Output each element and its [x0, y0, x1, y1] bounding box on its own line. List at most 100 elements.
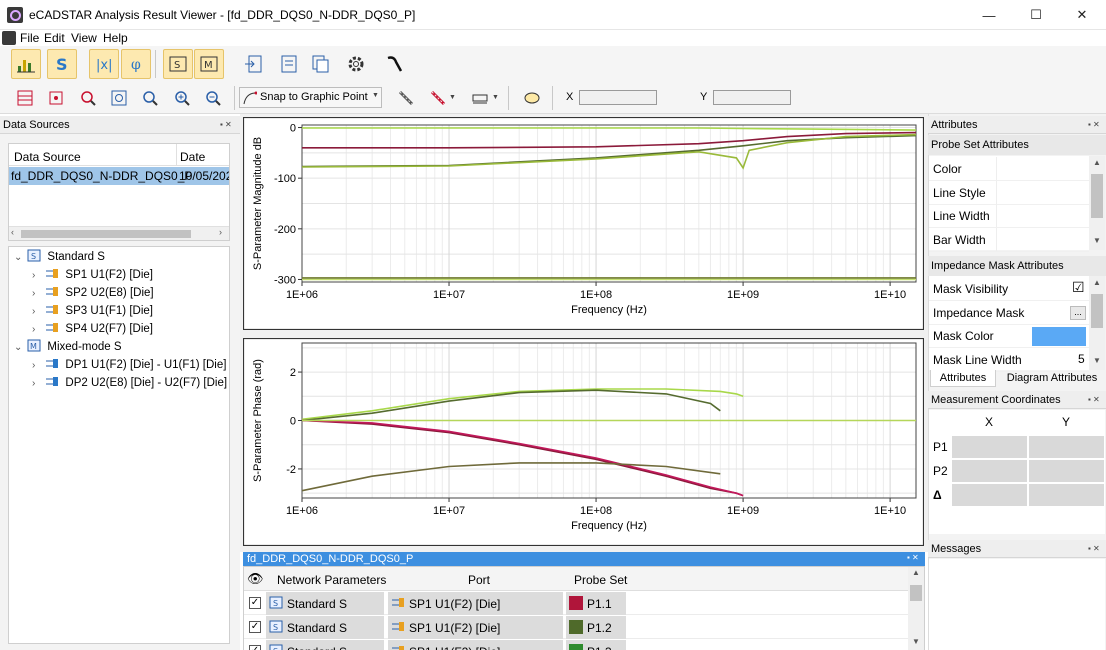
pin-icon[interactable]: ▪ ✕ — [1088, 120, 1100, 129]
collapsed-chevron-icon[interactable]: › — [32, 306, 36, 317]
col-data-source[interactable]: Data Source — [14, 150, 81, 164]
series-line[interactable] — [301, 389, 721, 422]
collapsed-chevron-icon[interactable]: › — [32, 270, 36, 281]
row-visibility-checkbox[interactable]: ✓ — [249, 645, 261, 650]
expanded-chevron-icon[interactable]: ⌄ — [14, 252, 23, 263]
zoom-in-icon[interactable] — [171, 87, 193, 109]
col-port[interactable]: Port — [468, 573, 491, 587]
fit-window-icon[interactable] — [45, 87, 67, 109]
mask-color-swatch[interactable] — [1032, 327, 1086, 346]
probe-attr-row[interactable]: Line Width — [929, 204, 1089, 228]
s-parameter-icon[interactable]: S — [47, 49, 77, 79]
scroll-right-icon[interactable]: › — [219, 227, 222, 237]
expanded-chevron-icon[interactable]: ⌄ — [14, 342, 23, 353]
measurement-x-cell[interactable] — [951, 435, 1028, 459]
tab-attributes[interactable]: Attributes — [930, 370, 996, 387]
fit-all-icon[interactable] — [14, 87, 36, 109]
maximize-button[interactable]: ☐ — [1030, 7, 1042, 22]
probe-attr-row[interactable]: Line Style — [929, 181, 1089, 205]
mask-visibility-checkbox[interactable]: ☑ — [1072, 279, 1085, 295]
probe-color-swatch[interactable] — [569, 620, 583, 634]
probe-color-swatch[interactable] — [569, 596, 583, 610]
copy-icon[interactable] — [305, 49, 335, 79]
menu-help[interactable]: Help — [103, 31, 128, 45]
series-line[interactable] — [301, 462, 721, 492]
tree-node-sp3[interactable]: › SP3 U1(F1) [Die] — [32, 302, 153, 320]
phase-icon[interactable]: φ — [121, 49, 151, 79]
tree-node-dp2[interactable]: › DP2 U2(E8) [Die] - U2(F7) [Die] — [32, 374, 227, 392]
probe-attr-row[interactable]: Color — [929, 157, 1089, 181]
collapsed-chevron-icon[interactable]: › — [32, 324, 36, 335]
ellipse-icon[interactable] — [521, 87, 543, 109]
series-line[interactable] — [302, 131, 917, 149]
minimize-button[interactable]: — — [982, 7, 996, 23]
vertical-scrollbar[interactable]: ▲ ▼ — [1089, 156, 1105, 250]
bar-chart-icon[interactable] — [11, 49, 41, 79]
tree-node-sp4[interactable]: › SP4 U2(F7) [Die] — [32, 320, 153, 338]
marker-icon[interactable] — [469, 87, 491, 109]
data-source-row-selected[interactable] — [9, 167, 229, 185]
measurement-y-cell[interactable] — [1028, 459, 1105, 483]
series-line[interactable] — [301, 419, 744, 497]
vertical-scrollbar[interactable]: ▲ ▼ — [1089, 276, 1105, 370]
tree-node-dp1[interactable]: › DP1 U1(F2) [Die] - U1(F1) [Die] — [32, 356, 226, 374]
mask-attr-row[interactable]: Mask Visibility — [929, 277, 1089, 301]
pin-icon[interactable]: ▪ ✕ — [220, 120, 232, 129]
scroll-down-icon[interactable]: ▼ — [1093, 356, 1101, 365]
scrollbar-thumb[interactable] — [1091, 174, 1103, 218]
close-button[interactable]: ✕ — [1076, 7, 1088, 22]
zoom-select-icon[interactable] — [77, 87, 99, 109]
pin-icon[interactable]: ▪ ✕ — [1088, 544, 1100, 553]
measure-icon[interactable] — [427, 87, 449, 109]
snap-dropdown[interactable]: Snap to Graphic Point ▼ — [239, 87, 382, 108]
scroll-up-icon[interactable]: ▲ — [912, 568, 920, 577]
magnitude-icon[interactable]: |x| — [89, 49, 119, 79]
tree-node-sp2[interactable]: › SP2 U2(E8) [Die] — [32, 284, 154, 302]
tree-node-mixed-mode-s[interactable]: ⌄ M Mixed-mode S — [14, 338, 122, 356]
scrollbar-thumb[interactable] — [21, 230, 191, 238]
impedance-mask-browse-button[interactable]: ... — [1070, 305, 1086, 320]
horizontal-scrollbar[interactable]: ‹ › — [9, 226, 229, 240]
menu-file[interactable]: File — [20, 31, 40, 45]
mask-line-width-value[interactable]: 5 — [1078, 351, 1085, 366]
collapsed-chevron-icon[interactable]: › — [32, 360, 36, 371]
probe-attr-row[interactable]: Bar Width — [929, 228, 1089, 252]
zoom-out-icon[interactable] — [202, 87, 224, 109]
col-network-parameters[interactable]: Network Parameters — [277, 573, 387, 587]
tab-diagram-attributes[interactable]: Diagram Attributes — [1006, 372, 1098, 384]
scroll-up-icon[interactable]: ▲ — [1093, 158, 1101, 167]
ruler-icon[interactable] — [395, 87, 417, 109]
mixed-mode-icon[interactable]: M — [194, 49, 224, 79]
menu-view[interactable]: View — [71, 31, 97, 45]
x-coordinate-field[interactable] — [579, 90, 657, 105]
scrollbar-thumb[interactable] — [910, 585, 922, 601]
probe-icon[interactable] — [379, 49, 409, 79]
row-visibility-checkbox[interactable]: ✓ — [249, 597, 261, 609]
series-line[interactable] — [301, 133, 917, 170]
collapsed-chevron-icon[interactable]: › — [32, 378, 36, 389]
dropdown-arrow-icon[interactable]: ▼ — [492, 94, 499, 101]
dropdown-arrow-icon[interactable]: ▼ — [449, 94, 456, 101]
zoom-box-icon[interactable] — [139, 87, 161, 109]
magnitude-chart[interactable]: 1E+06 1E+07 1E+08 1E+09 1E+10 0 -100 -200 -300 Fr… — [243, 117, 924, 330]
import-icon[interactable] — [238, 49, 268, 79]
series-line[interactable] — [302, 127, 917, 131]
zoom-extents-icon[interactable] — [108, 87, 130, 109]
tree-node-sp1[interactable]: › SP1 U1(F2) [Die] — [32, 266, 153, 284]
collapsed-chevron-icon[interactable]: › — [32, 288, 36, 299]
series-line[interactable] — [301, 388, 744, 421]
probe-color-swatch[interactable] — [569, 644, 583, 650]
menu-edit[interactable]: Edit — [44, 31, 65, 45]
export-icon[interactable] — [274, 49, 304, 79]
mask-attr-row[interactable]: Mask Line Width — [929, 348, 1089, 372]
scroll-down-icon[interactable]: ▼ — [1093, 236, 1101, 245]
row-visibility-checkbox[interactable]: ✓ — [249, 621, 261, 633]
measurement-x-cell[interactable] — [951, 459, 1028, 483]
measurement-y-cell[interactable] — [1028, 435, 1105, 459]
col-date[interactable]: Date — [180, 150, 206, 164]
scroll-down-icon[interactable]: ▼ — [912, 637, 920, 646]
scrollbar-thumb[interactable] — [1091, 294, 1103, 328]
y-coordinate-field[interactable] — [713, 90, 791, 105]
scroll-up-icon[interactable]: ▲ — [1093, 278, 1101, 287]
pin-icon[interactable]: ▪ ✕ — [1088, 395, 1100, 404]
